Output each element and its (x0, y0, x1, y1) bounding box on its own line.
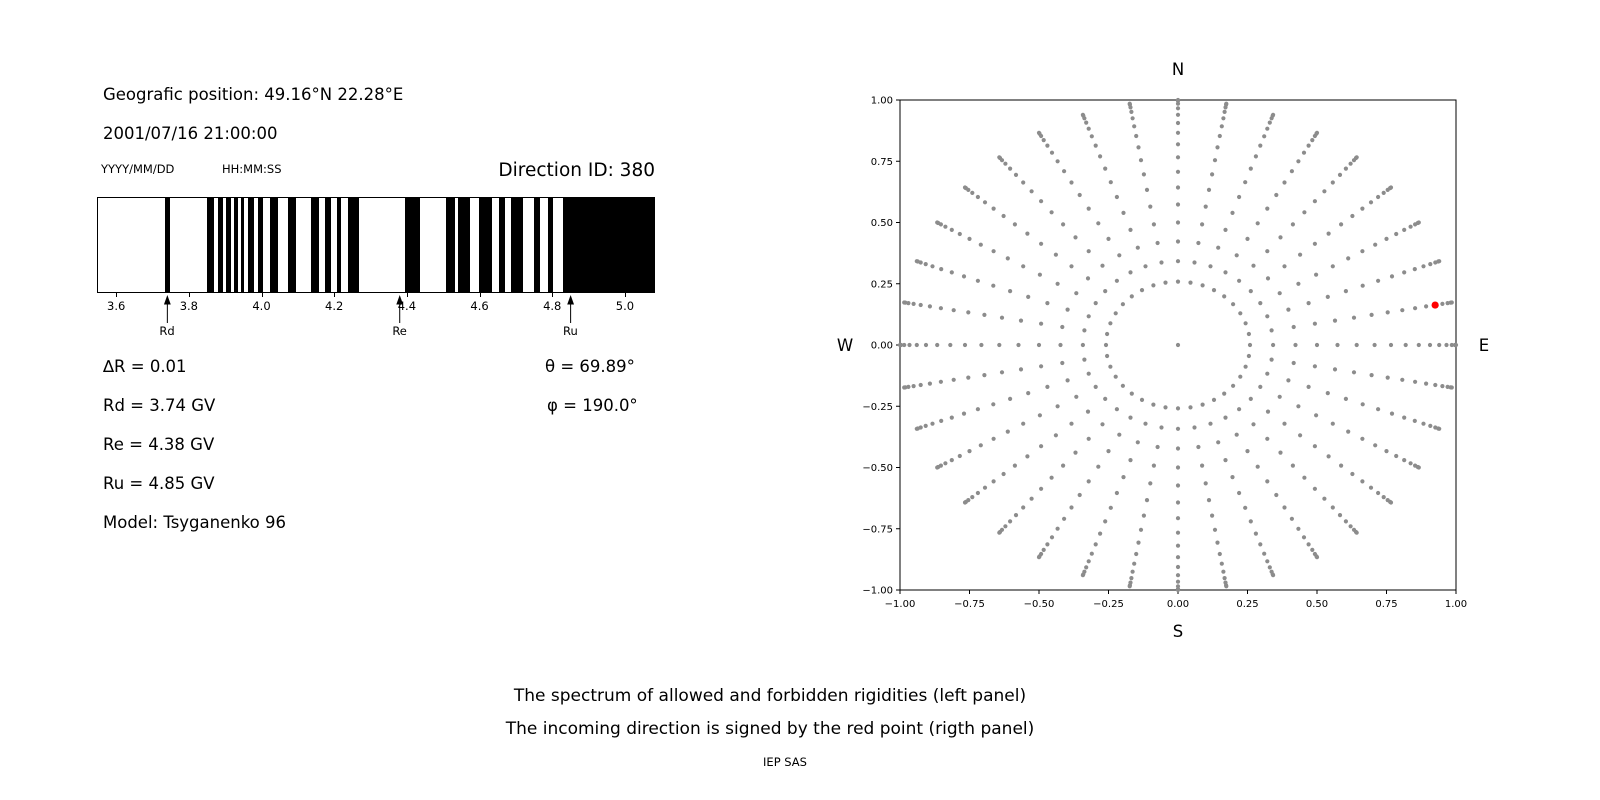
x-tick-label: −0.50 (1024, 599, 1055, 610)
x-tick-label: 4.2 (325, 299, 344, 313)
allowed-rigidity-band (270, 198, 278, 292)
x-tick-label: 3.6 (107, 299, 126, 313)
allowed-rigidity-band (310, 198, 319, 292)
caption-line-1: The spectrum of allowed and forbidden ri… (513, 686, 1027, 706)
rigidity-axis-tickmarks (98, 293, 654, 298)
x-tick-label: 0.50 (1306, 599, 1328, 610)
cutoff-marker-ru: Ru (563, 295, 578, 338)
credit-label: IEP SAS (763, 755, 807, 769)
allowed-rigidity-band (347, 198, 359, 292)
rigidity-spectrum-plot (97, 197, 655, 293)
x-tick-label: 0.75 (1375, 599, 1397, 610)
x-tick-mark (406, 293, 408, 297)
x-tick-label: 1.00 (1445, 599, 1467, 610)
up-arrow-icon (163, 295, 171, 323)
allowed-rigidity-band (511, 198, 523, 292)
allowed-rigidity-band (479, 198, 492, 292)
geographic-position-label: Geografic position: 49.16°N 22.28°E (103, 85, 404, 104)
allowed-rigidity-band (226, 198, 231, 292)
x-tick-label: 3.8 (179, 299, 198, 313)
allowed-rigidity-band (206, 198, 214, 292)
allowed-rigidity-band (165, 198, 170, 292)
up-arrow-icon (396, 295, 404, 323)
model-value: Model: Tsyganenko 96 (103, 513, 287, 532)
direction-id-label: Direction ID: 380 (498, 160, 655, 181)
compass-east-label: E (1478, 336, 1490, 355)
x-tick-label: −0.75 (954, 599, 985, 610)
allowed-rigidity-band (217, 198, 223, 292)
re-value: Re = 4.38 GV (103, 435, 215, 454)
allowed-rigidity-band (336, 198, 342, 292)
y-tick-label: 0.25 (871, 279, 893, 290)
date-format-label: YYYY/MM/DD (101, 162, 175, 176)
y-tick-label: 0.75 (871, 157, 893, 168)
x-tick-mark (188, 293, 190, 297)
time-format-label: HH:MM:SS (222, 162, 282, 176)
allowed-rigidity-band (258, 198, 263, 292)
rigidity-axis-tick-labels: 3.6 3.8 4.0 4.2 4.4 4.6 4.8 5.0 (98, 299, 654, 313)
theta-value: θ = 69.89° (545, 357, 635, 376)
allowed-rigidity-band (241, 198, 245, 292)
x-tick-mark (261, 293, 263, 297)
up-arrow-icon (566, 295, 574, 323)
allowed-rigidity-band (446, 198, 456, 292)
x-tick-mark (624, 293, 626, 297)
x-tick-mark (479, 293, 481, 297)
x-tick-label: −0.25 (1093, 599, 1124, 610)
y-tick-label: 0.50 (871, 218, 893, 229)
direction-grid-dots (897, 97, 1459, 593)
compass-north-label: N (1171, 60, 1185, 79)
x-tick-label: 4.8 (543, 299, 562, 313)
y-tick-label: −0.75 (862, 524, 893, 535)
allowed-rigidity-band (548, 198, 553, 292)
allowed-rigidity-band (324, 198, 331, 292)
x-tick-label: 4.0 (252, 299, 271, 313)
x-tick-label: 0.00 (1167, 599, 1189, 610)
x-tick-label: 5.0 (615, 299, 635, 313)
rd-value: Rd = 3.74 GV (103, 396, 216, 415)
x-tick-label: 0.25 (1236, 599, 1258, 610)
caption-line-2: The incoming direction is signed by the … (505, 719, 1035, 739)
incoming-direction-red-point (1431, 301, 1439, 309)
allowed-rigidity-band (288, 198, 296, 292)
cutoff-marker-re: Re (392, 295, 407, 338)
compass-west-label: W (836, 336, 854, 355)
allowed-rigidity-band (563, 198, 654, 292)
datetime-label: 2001/07/16 21:00:00 (103, 124, 278, 143)
allowed-rigidity-band (457, 198, 471, 292)
x-tick-mark (552, 293, 554, 297)
allowed-rigidity-band (534, 198, 540, 292)
ru-value: Ru = 4.85 GV (103, 474, 215, 493)
cutoff-label: Rd (159, 324, 175, 338)
cutoff-label: Re (392, 324, 407, 338)
y-tick-label: 0.00 (871, 341, 893, 352)
y-tick-label: −0.25 (862, 402, 893, 413)
x-tick-label: 4.4 (397, 299, 417, 313)
allowed-rigidity-band (248, 198, 254, 292)
cutoff-markers: Rd Re Ru (98, 295, 654, 347)
phi-value: φ = 190.0° (547, 396, 638, 415)
x-tick-label: −1.00 (885, 599, 916, 610)
allowed-rigidity-band (404, 198, 421, 292)
cutoff-marker-rd: Rd (159, 295, 175, 338)
allowed-rigidity-band (234, 198, 238, 292)
x-tick-mark (116, 293, 118, 297)
allowed-rigidity-band (499, 198, 505, 292)
delta-r-value: ∆R = 0.01 (103, 357, 187, 376)
cutoff-label: Ru (563, 324, 578, 338)
compass-south-label: S (1172, 622, 1184, 641)
y-tick-label: −0.50 (862, 463, 893, 474)
y-tick-label: −1.00 (862, 586, 893, 597)
direction-plot-svg: −1.00 −0.75 −0.50 −0.25 0.00 0.25 0.50 0.75 1.00… (862, 96, 1467, 611)
x-tick-mark (334, 293, 336, 297)
x-tick-label: 4.6 (470, 299, 489, 313)
y-tick-label: 1.00 (871, 96, 893, 107)
